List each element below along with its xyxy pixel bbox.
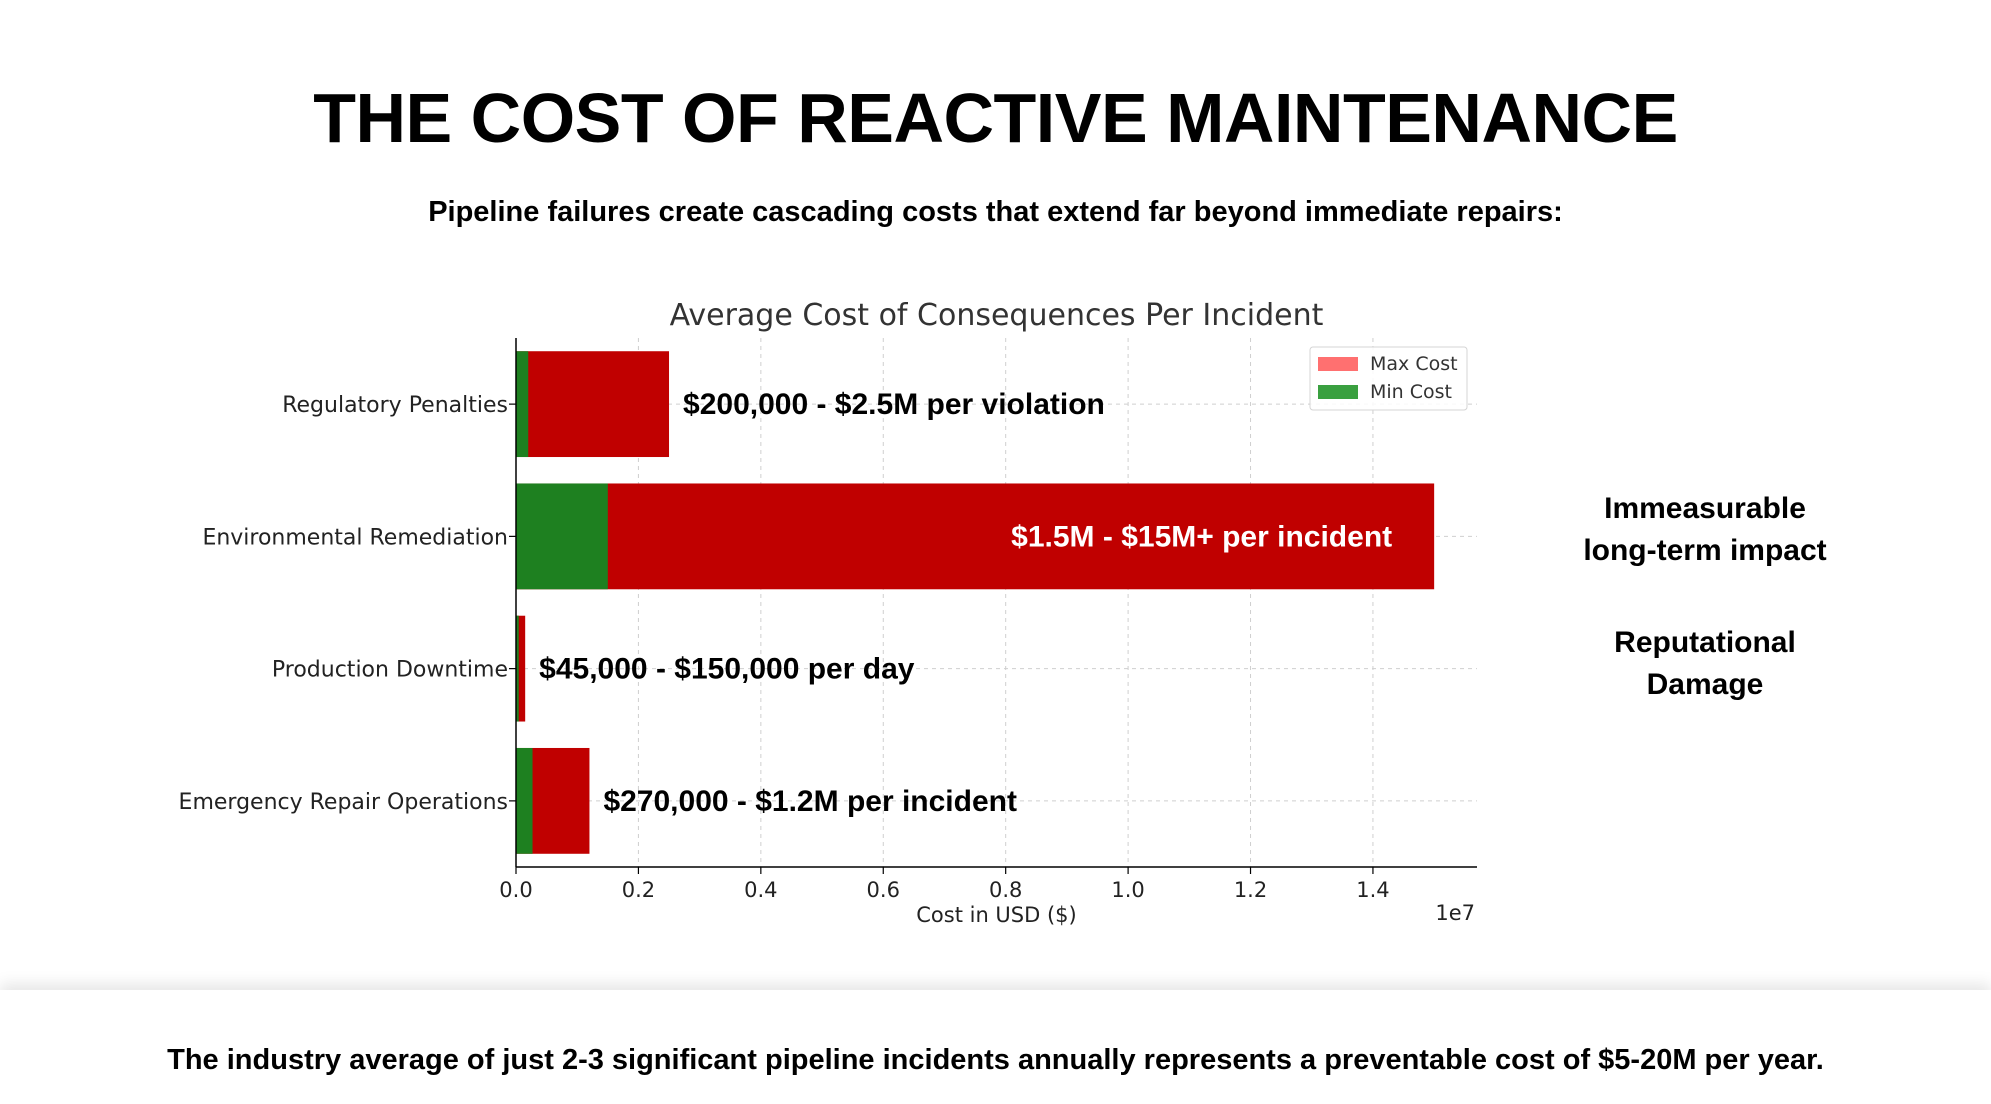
legend-swatch-max-cost	[1318, 357, 1358, 371]
x-tick-label: 0.0	[499, 878, 532, 902]
category-label-environmental-remediation: Environmental Remediation	[202, 525, 508, 550]
x-tick-label: 0.6	[867, 878, 900, 902]
x-axis-scale-note: 1e7	[1435, 901, 1475, 925]
bar-min-environmental-remediation	[516, 483, 608, 590]
legend-label-min-cost: Min Cost	[1370, 381, 1452, 403]
x-tick-label: 1.0	[1111, 878, 1144, 902]
cost-bar-chart: 0.0 0.2 0.4 0.6 0.8 1.0 1.2 1.4 Regulatory Penal…	[179, 298, 1477, 927]
x-tick-label: 0.2	[622, 878, 655, 902]
category-label-emergency-repair-operations: Emergency Repair Operations	[179, 790, 508, 815]
side-note-reputational-damage: Reputational Damage	[1614, 626, 1796, 701]
bar-min-production-downtime	[516, 615, 519, 722]
x-tick-label: 0.4	[744, 878, 777, 902]
side-note-long-term-impact: Immeasurable long-term impact	[1583, 492, 1827, 567]
bar-min-regulatory-penalties	[516, 351, 529, 458]
bar-max-regulatory-penalties	[516, 351, 670, 458]
slide-title: THE COST OF REACTIVE MAINTENANCE	[313, 79, 1678, 157]
category-label-production-downtime: Production Downtime	[272, 658, 508, 683]
footer-statement: The industry average of just 2-3 signifi…	[167, 1044, 1824, 1076]
bar-min-emergency-repair-operations	[516, 747, 533, 854]
x-tick-label: 1.4	[1356, 878, 1389, 902]
x-tick-label: 0.8	[989, 878, 1022, 902]
bar-label-production-downtime: $45,000 - $150,000 per day	[539, 653, 915, 686]
legend-swatch-min-cost	[1318, 385, 1358, 399]
footer-band	[0, 990, 1991, 1104]
x-axis-label: Cost in USD ($)	[916, 903, 1076, 927]
x-tick-label: 1.2	[1234, 878, 1267, 902]
slide-subtitle: Pipeline failures create cascading costs…	[428, 196, 1563, 228]
bar-label-environmental-remediation: $1.5M - $15M+ per incident	[1011, 520, 1392, 553]
bar-max-production-downtime	[516, 615, 526, 722]
bar-label-emergency-repair-operations: $270,000 - $1.2M per incident	[603, 785, 1017, 818]
legend-label-max-cost: Max Cost	[1370, 353, 1458, 375]
bar-label-regulatory-penalties: $200,000 - $2.5M per violation	[683, 388, 1105, 421]
bar-max-environmental-remediation	[516, 483, 1435, 590]
category-label-regulatory-penalties: Regulatory Penalties	[282, 393, 508, 418]
chart-title: Average Cost of Consequences Per Inciden…	[670, 298, 1324, 333]
